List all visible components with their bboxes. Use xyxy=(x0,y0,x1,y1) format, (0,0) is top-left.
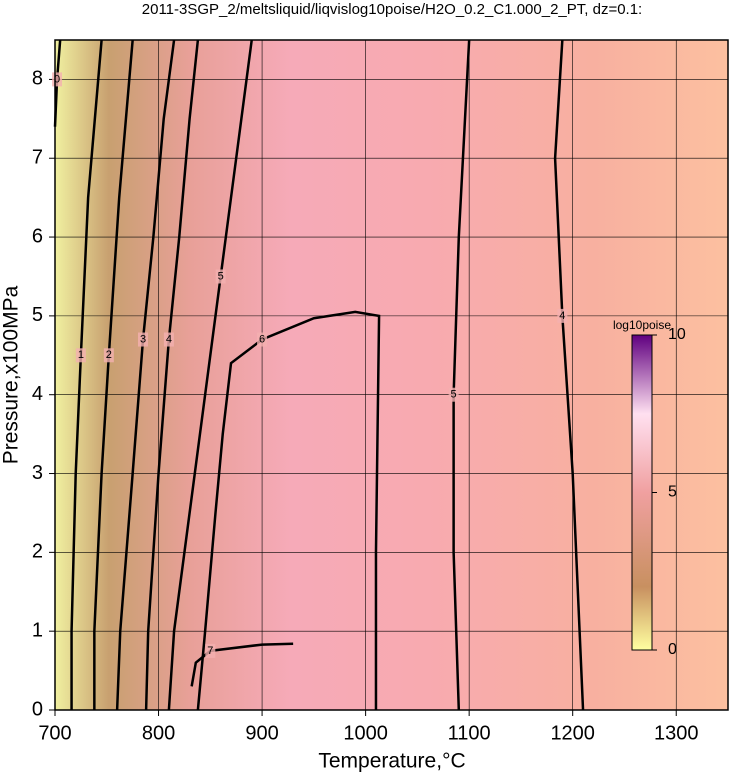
contour-label-bg xyxy=(103,348,114,363)
contour-label-bg xyxy=(205,643,216,658)
plot-background xyxy=(55,40,728,710)
contour-label: 1 xyxy=(78,349,84,361)
contour-label: 5 xyxy=(218,270,224,282)
y-tick-label: 7 xyxy=(32,147,43,169)
colorbar-tick-label: 5 xyxy=(668,484,677,501)
y-tick-label: 0 xyxy=(32,698,43,720)
plot-frame xyxy=(54,39,729,711)
contour-label-bg xyxy=(557,308,568,323)
y-tick-label: 8 xyxy=(32,68,43,90)
contour-label: 4 xyxy=(166,333,172,345)
colorbar xyxy=(631,334,653,651)
contour-label: 4 xyxy=(559,310,565,322)
contour-label: 2 xyxy=(106,349,112,361)
colorbar-tick-label: 10 xyxy=(668,326,686,343)
x-tick-label: 1200 xyxy=(550,722,595,744)
x-tick-label: 900 xyxy=(245,722,278,744)
contour-line xyxy=(70,39,103,710)
y-tick-label: 2 xyxy=(32,541,43,563)
x-tick-label: 700 xyxy=(38,722,71,744)
contour-label-bg xyxy=(448,387,459,402)
contour-label-bg xyxy=(52,72,63,87)
contour-label-bg xyxy=(163,332,174,347)
x-tick-label: 800 xyxy=(142,722,175,744)
x-tick-label: 1100 xyxy=(448,722,491,744)
contour-label: 3 xyxy=(140,333,146,345)
x-tick-label: 1300 xyxy=(654,722,699,744)
contour-line xyxy=(93,39,134,710)
contour-label: 0 xyxy=(54,73,60,85)
contour-line xyxy=(167,39,253,711)
contour-label: 7 xyxy=(207,645,213,657)
contour-label-bg xyxy=(257,332,268,347)
y-tick-label: 4 xyxy=(32,383,43,405)
contour-label-bg xyxy=(75,348,86,363)
colorbar-title: log10poise xyxy=(613,318,671,332)
y-tick-label: 6 xyxy=(32,225,43,247)
y-axis-label: Pressure,x100MPa xyxy=(0,285,23,464)
y-tick-label: 3 xyxy=(32,462,43,484)
contour-label: 6 xyxy=(259,333,265,345)
contour-label-bg xyxy=(138,332,149,347)
colorbar-tick-label: 0 xyxy=(668,641,677,658)
y-tick-label: 5 xyxy=(32,304,43,326)
x-axis-label: Temperature,°C xyxy=(318,750,465,773)
chart-title: 2011-3SGP_2/meltsliquid/liqvislog10poise… xyxy=(142,1,642,18)
x-tick-label: 1000 xyxy=(343,722,388,744)
contour-label: 5 xyxy=(451,389,457,401)
y-tick-label: 1 xyxy=(32,619,43,641)
contour-label-bg xyxy=(215,269,226,284)
